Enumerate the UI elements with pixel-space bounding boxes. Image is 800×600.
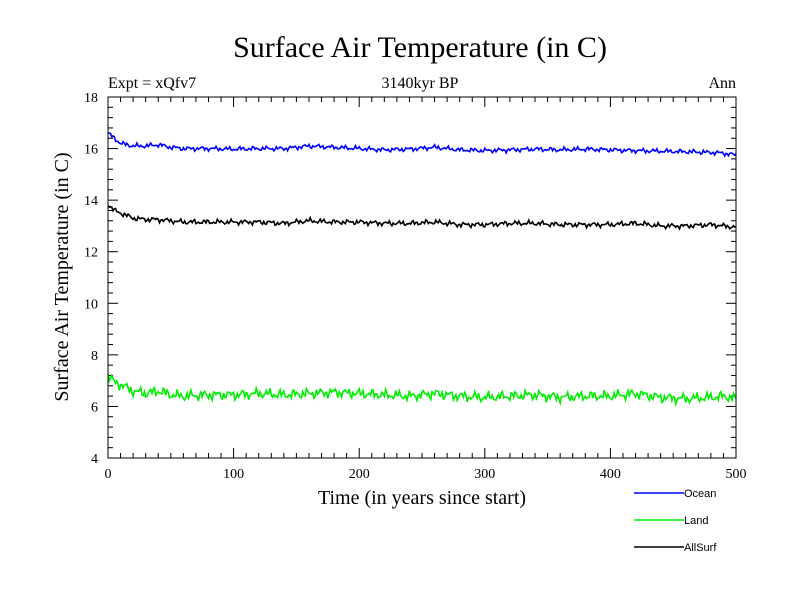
experiment-label: Expt = xQfv7 bbox=[108, 75, 196, 92]
legend-label-allsurf: AllSurf bbox=[684, 542, 717, 554]
x-tick-label: 400 bbox=[600, 467, 621, 482]
legend-label-land: Land bbox=[684, 515, 708, 527]
x-tick-label: 0 bbox=[105, 467, 112, 482]
y-tick-label: 16 bbox=[84, 143, 98, 158]
legend: Ocean Land AllSurf bbox=[634, 488, 717, 554]
season-label: Ann bbox=[708, 75, 736, 92]
y-tick-label: 12 bbox=[84, 246, 98, 261]
y-axis-ticks: 4 6 8 10 12 14 16 18 bbox=[84, 91, 736, 467]
y-tick-label: 6 bbox=[91, 400, 98, 415]
y-tick-label: 8 bbox=[91, 349, 98, 364]
x-tick-label: 500 bbox=[726, 467, 747, 482]
y-tick-label: 14 bbox=[84, 194, 98, 209]
chart-title: Surface Air Temperature (in C) bbox=[233, 31, 607, 64]
chart-subtitle: 3140kyr BP bbox=[382, 75, 459, 92]
y-axis-label: Surface Air Temperature (in C) bbox=[51, 152, 73, 401]
plot-frame bbox=[107, 96, 737, 459]
y-tick-label: 18 bbox=[84, 91, 98, 106]
y-tick-label: 4 bbox=[91, 452, 98, 467]
x-tick-label: 200 bbox=[349, 467, 370, 482]
x-tick-label: 300 bbox=[474, 467, 495, 482]
series-line-allsurf bbox=[107, 204, 737, 231]
legend-label-ocean: Ocean bbox=[684, 488, 716, 500]
x-axis-label: Time (in years since start) bbox=[318, 487, 526, 509]
x-tick-label: 100 bbox=[223, 467, 244, 482]
series-line-ocean bbox=[108, 132, 737, 158]
series-line-land bbox=[107, 373, 737, 408]
series-layer bbox=[107, 132, 737, 408]
y-tick-label: 10 bbox=[84, 297, 98, 312]
x-axis-ticks: 0 100 200 300 400 500 bbox=[105, 97, 747, 482]
